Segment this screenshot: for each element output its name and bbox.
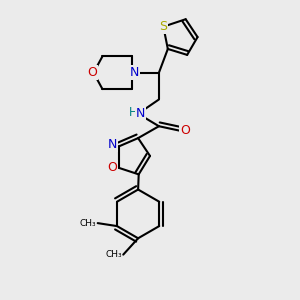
Text: N: N bbox=[108, 138, 117, 152]
Text: CH₃: CH₃ bbox=[105, 250, 122, 259]
Text: O: O bbox=[87, 66, 97, 79]
Text: N: N bbox=[136, 107, 145, 120]
Text: H: H bbox=[128, 106, 137, 119]
Text: S: S bbox=[159, 20, 167, 33]
Text: O: O bbox=[180, 124, 190, 137]
Text: CH₃: CH₃ bbox=[80, 219, 96, 228]
Text: N: N bbox=[130, 66, 139, 79]
Text: O: O bbox=[107, 161, 117, 174]
